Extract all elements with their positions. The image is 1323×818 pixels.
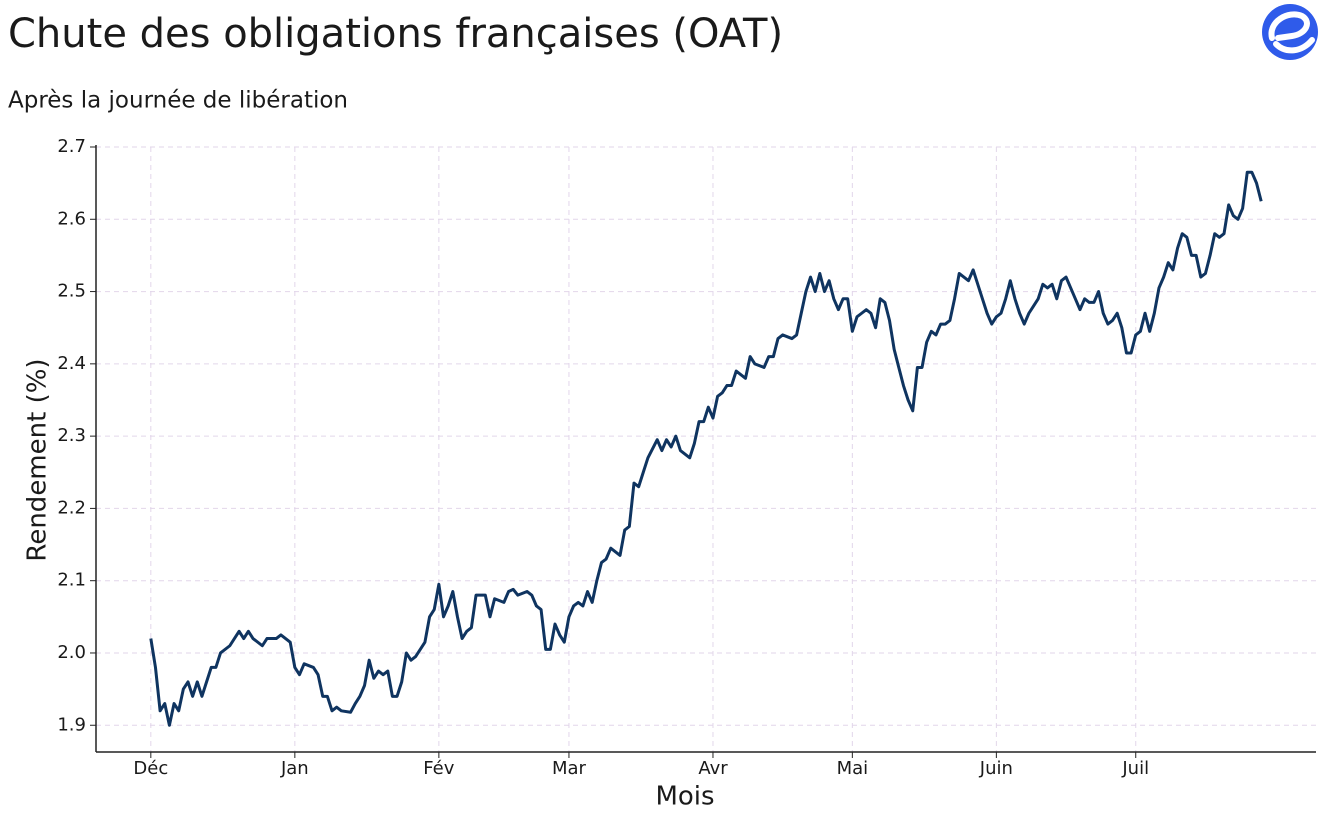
y-tick-label: 2.2 <box>57 497 86 518</box>
y-tick-label: 2.7 <box>57 136 86 157</box>
chart-title: Chute des obligations françaises (OAT) <box>8 11 783 57</box>
y-tick-label: 2.1 <box>57 570 86 591</box>
x-tick-label: Juin <box>979 758 1013 779</box>
x-tick-label: Fév <box>423 758 454 779</box>
y-tick-label: 2.6 <box>57 208 86 229</box>
y-tick-label: 2.4 <box>57 353 86 374</box>
x-tick-label: Mar <box>552 758 587 779</box>
x-tick-label: Mai <box>837 758 869 779</box>
x-tick-label: Déc <box>133 758 168 779</box>
x-tick-label: Avr <box>698 758 728 779</box>
logo <box>1262 4 1318 60</box>
y-tick-label: 2.0 <box>57 642 86 663</box>
data-line <box>149 170 1263 727</box>
logo-glyph <box>1268 11 1315 54</box>
y-tick-label: 2.3 <box>57 425 86 446</box>
chart-subtitle: Après la journée de libération <box>8 88 348 114</box>
x-axis-label: Mois <box>655 782 714 812</box>
x-tick-label: Juil <box>1121 758 1149 779</box>
y-tick-label: 1.9 <box>57 714 86 735</box>
y-axis-label: Rendement (%) <box>23 358 53 561</box>
x-tick-label: Jan <box>280 758 309 779</box>
y-tick-label: 2.5 <box>57 281 86 302</box>
